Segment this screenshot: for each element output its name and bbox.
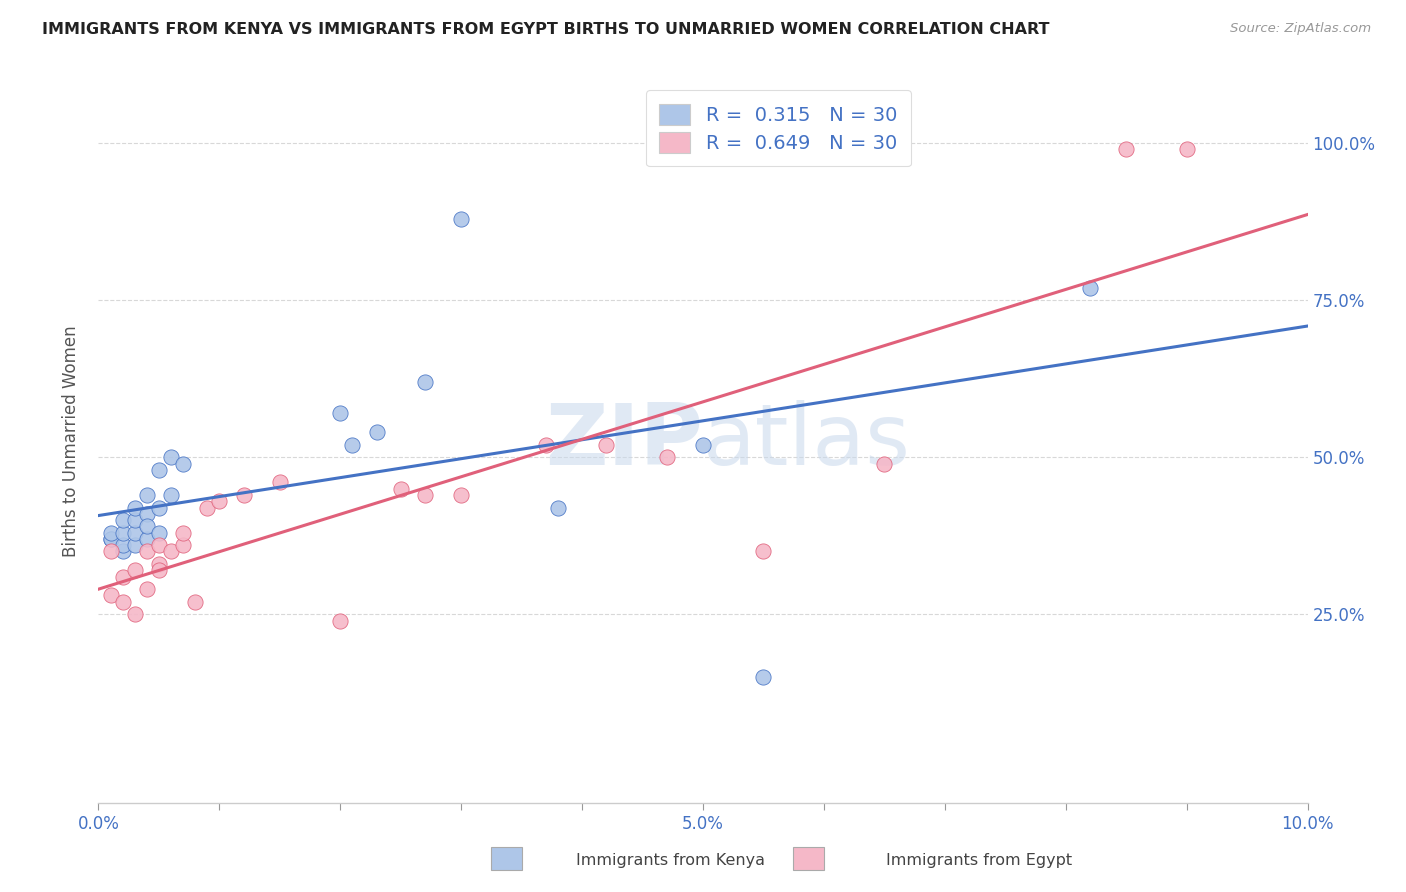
Point xyxy=(124,525,146,540)
Point xyxy=(135,532,157,546)
Point xyxy=(342,438,364,452)
Point xyxy=(873,457,896,471)
Point xyxy=(172,457,194,471)
Text: Source: ZipAtlas.com: Source: ZipAtlas.com xyxy=(1230,22,1371,36)
Point xyxy=(450,488,472,502)
Point xyxy=(184,595,207,609)
Point xyxy=(111,525,134,540)
Point xyxy=(160,488,183,502)
Point xyxy=(450,211,472,226)
Point xyxy=(1175,142,1198,156)
Point xyxy=(111,513,134,527)
Text: ZIP: ZIP xyxy=(546,400,703,483)
Point xyxy=(655,450,678,465)
Point xyxy=(111,595,134,609)
Legend: R =  0.315   N = 30, R =  0.649   N = 30: R = 0.315 N = 30, R = 0.649 N = 30 xyxy=(645,90,911,167)
Point xyxy=(100,544,122,558)
Point xyxy=(148,463,170,477)
Text: Immigrants from Kenya: Immigrants from Kenya xyxy=(576,854,765,868)
Text: IMMIGRANTS FROM KENYA VS IMMIGRANTS FROM EGYPT BIRTHS TO UNMARRIED WOMEN CORRELA: IMMIGRANTS FROM KENYA VS IMMIGRANTS FROM… xyxy=(42,22,1050,37)
Point xyxy=(100,589,122,603)
Point xyxy=(232,488,254,502)
Point xyxy=(208,494,231,508)
Point xyxy=(111,544,134,558)
Point xyxy=(148,525,170,540)
Point xyxy=(269,475,291,490)
Point xyxy=(547,500,569,515)
Point xyxy=(124,563,146,577)
Point xyxy=(1078,280,1101,294)
Point xyxy=(124,513,146,527)
Point xyxy=(148,500,170,515)
Point xyxy=(160,544,183,558)
Text: Immigrants from Egypt: Immigrants from Egypt xyxy=(886,854,1071,868)
Point xyxy=(124,607,146,622)
Y-axis label: Births to Unmarried Women: Births to Unmarried Women xyxy=(62,326,80,558)
Point xyxy=(172,525,194,540)
Point xyxy=(172,538,194,552)
Point xyxy=(148,538,170,552)
Point xyxy=(752,544,775,558)
Point xyxy=(148,557,170,571)
Point xyxy=(135,519,157,533)
Point xyxy=(692,438,714,452)
Point xyxy=(413,375,436,389)
Point xyxy=(100,532,122,546)
Point xyxy=(135,488,157,502)
Point xyxy=(135,582,157,597)
Point xyxy=(148,563,170,577)
Point xyxy=(135,544,157,558)
Point xyxy=(329,614,352,628)
Point xyxy=(1115,142,1137,156)
Point xyxy=(366,425,388,439)
Text: atlas: atlas xyxy=(703,400,911,483)
Point xyxy=(195,500,218,515)
Point xyxy=(752,670,775,684)
Point xyxy=(111,538,134,552)
Point xyxy=(389,482,412,496)
Point xyxy=(329,406,352,420)
Point xyxy=(413,488,436,502)
Point xyxy=(100,525,122,540)
Point xyxy=(534,438,557,452)
Point xyxy=(160,450,183,465)
Point xyxy=(135,507,157,521)
Point xyxy=(124,500,146,515)
Point xyxy=(100,532,122,546)
Point xyxy=(595,438,617,452)
Point xyxy=(111,569,134,583)
Point xyxy=(124,538,146,552)
